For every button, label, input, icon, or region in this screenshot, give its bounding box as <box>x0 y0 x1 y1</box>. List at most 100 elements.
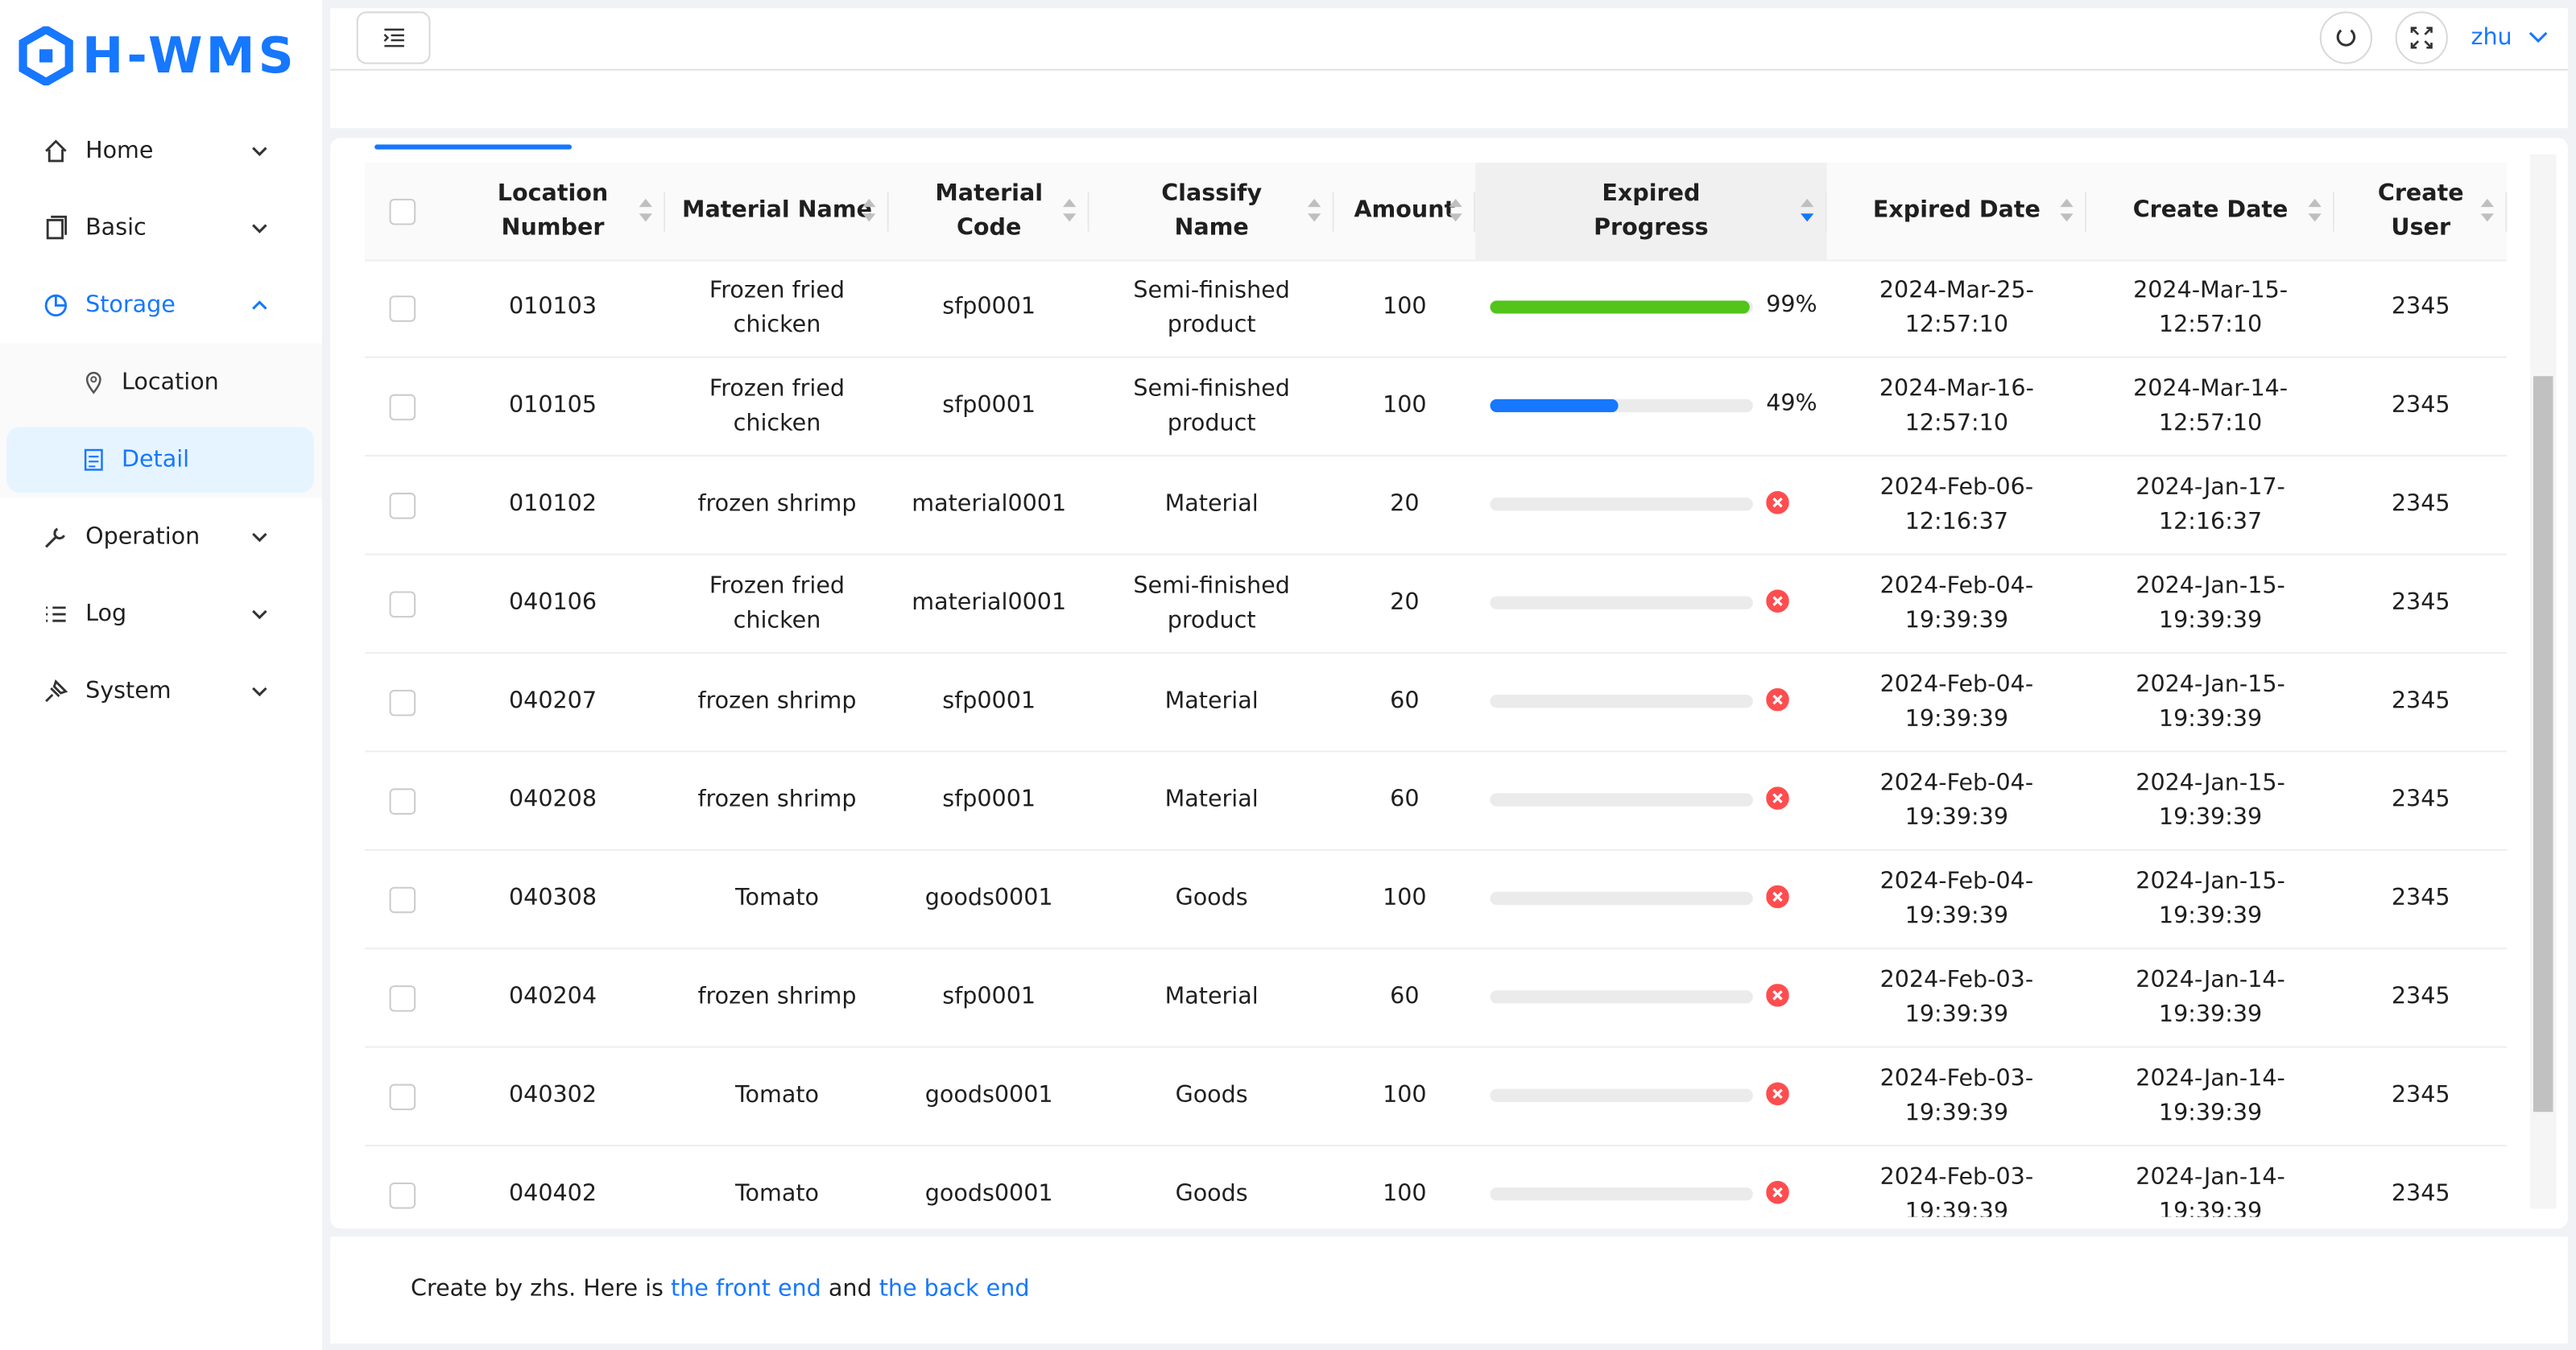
checkbox[interactable] <box>389 985 416 1011</box>
menu-item[interactable]: Operation <box>6 504 314 570</box>
checkbox[interactable] <box>389 1083 416 1110</box>
menu-item[interactable]: Storage <box>6 273 314 339</box>
sort-icon[interactable] <box>2480 198 2495 233</box>
progress-cell <box>1475 1048 1827 1145</box>
expired-date: 2024-Feb-06- 12:16:37 <box>1879 473 2034 535</box>
location: 010105 <box>508 392 597 419</box>
cell: 2024-Feb-04- 19:39:39 <box>1827 851 2086 947</box>
refresh-button[interactable] <box>2319 11 2373 64</box>
cell: 2345 <box>2334 654 2507 750</box>
menu-label: Location <box>121 369 219 396</box>
cell: 60 <box>1334 949 1475 1046</box>
checkbox[interactable] <box>389 886 416 913</box>
menu-item[interactable]: Log <box>6 581 314 647</box>
cell: Material <box>1090 949 1334 1046</box>
checkbox[interactable] <box>389 688 416 716</box>
sort-icon[interactable] <box>639 198 652 233</box>
front-end-link[interactable]: the front end <box>671 1276 821 1303</box>
cell: Tomato <box>665 851 888 947</box>
user: 2345 <box>2391 984 2450 1010</box>
cell: Goods <box>1090 851 1334 947</box>
sort-icon[interactable] <box>2060 198 2074 233</box>
sort-icon[interactable] <box>862 198 876 233</box>
icon <box>84 448 103 471</box>
scrollbar[interactable] <box>2529 154 2557 1209</box>
chevron <box>252 532 267 543</box>
chevron <box>252 609 267 620</box>
table-row: 040308 Tomato goods0001 Goods 100 2024-Feb-04… <box>364 851 2508 950</box>
create-date: 2024-Mar-15- 12:57:10 <box>2133 276 2289 338</box>
cell: Goods <box>1090 1146 1334 1217</box>
user-menu[interactable]: zhu <box>2471 25 2548 51</box>
cell: 040208 <box>440 752 666 848</box>
sort-icon[interactable] <box>1307 198 1321 233</box>
amount: 100 <box>1383 1082 1427 1109</box>
checkbox[interactable] <box>389 590 416 617</box>
cell: 100 <box>1334 1146 1475 1217</box>
cell: 2024-Feb-06- 12:16:37 <box>1827 456 2086 553</box>
sort-icon[interactable] <box>2308 198 2322 233</box>
checkbox[interactable] <box>389 787 416 814</box>
classify: Material <box>1164 491 1259 518</box>
header-cell: Location Number <box>440 162 666 260</box>
column-separator <box>2505 192 2508 232</box>
checkbox[interactable] <box>389 492 416 518</box>
cell: 100 <box>1334 851 1475 947</box>
cell: goods0001 <box>889 851 1090 947</box>
checkbox[interactable] <box>389 393 416 420</box>
sort-icon[interactable] <box>1801 198 1814 233</box>
location: 040207 <box>508 687 597 715</box>
table-row: 040204 frozen shrimp sfp0001 Material 60 2024… <box>364 949 2508 1048</box>
table-row: 040207 frozen shrimp sfp0001 Material 60 2024… <box>364 654 2508 753</box>
cell: 100 <box>1334 358 1475 455</box>
progress-bar <box>1490 300 1751 314</box>
column-separator <box>2333 192 2335 232</box>
cell: 20 <box>1334 456 1475 553</box>
menu-label: System <box>85 678 172 705</box>
sort-icon[interactable] <box>1449 198 1462 233</box>
menu-item[interactable]: System <box>6 658 314 725</box>
sort-icon[interactable] <box>1063 198 1077 233</box>
material-code: goods0001 <box>924 1180 1053 1208</box>
classify: Material <box>1164 984 1259 1010</box>
logo[interactable]: H-WMS <box>16 26 296 86</box>
user: 2345 <box>2391 885 2450 912</box>
cell: sfp0001 <box>889 259 1090 356</box>
cell: 2024-Mar-14- 12:57:10 <box>2086 358 2334 455</box>
collapse-button[interactable] <box>356 11 431 64</box>
material-name: Tomato <box>734 1180 820 1208</box>
progress-track <box>1490 596 1753 609</box>
cell: Material <box>1090 752 1334 848</box>
create-date: 2024-Jan-17- 12:16:37 <box>2136 473 2285 535</box>
header-cell: Material Name <box>665 162 889 260</box>
material-name: Tomato <box>734 1082 820 1109</box>
back-end-link[interactable]: the back end <box>879 1276 1030 1303</box>
menu-item[interactable]: Home <box>6 118 314 184</box>
cell: Material <box>1090 456 1334 553</box>
checkbox[interactable] <box>389 295 416 321</box>
icon <box>44 294 68 317</box>
user: 2345 <box>2391 491 2450 518</box>
menu-item-selected[interactable]: Detail <box>6 427 314 493</box>
cell: 2024-Feb-04- 19:39:39 <box>1827 752 2086 848</box>
progress-bar <box>1490 398 1619 413</box>
menu-item[interactable]: Basic <box>6 196 314 262</box>
menu-label: Storage <box>85 292 176 319</box>
sidebar: H-WMS Home Basic Storage Location Detail… <box>0 0 322 1350</box>
menu-item[interactable]: Location <box>6 350 314 416</box>
cell: goods0001 <box>889 1048 1090 1145</box>
fullscreen-button[interactable] <box>2395 11 2448 64</box>
icon <box>46 606 66 622</box>
chevron <box>2529 31 2548 43</box>
menu-label: Basic <box>85 215 147 242</box>
expired-date: 2024-Feb-04- 19:39:39 <box>1879 671 2034 732</box>
table-row: 010102 frozen shrimp material0001 Material 2… <box>364 456 2508 555</box>
expired-date: 2024-Mar-25- 12:57:10 <box>1879 276 2034 338</box>
table-row: 040402 Tomato goods0001 Goods 100 2024-Feb-03… <box>365 1146 2507 1217</box>
checkbox[interactable] <box>389 1181 416 1208</box>
location: 040106 <box>508 589 597 617</box>
scrollbar-thumb[interactable] <box>2533 376 2553 1113</box>
cell: Tomato <box>665 1048 888 1145</box>
